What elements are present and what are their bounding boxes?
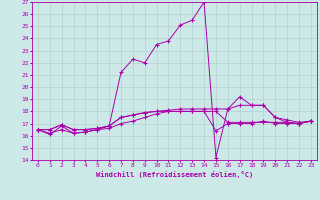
X-axis label: Windchill (Refroidissement éolien,°C): Windchill (Refroidissement éolien,°C) — [96, 171, 253, 178]
